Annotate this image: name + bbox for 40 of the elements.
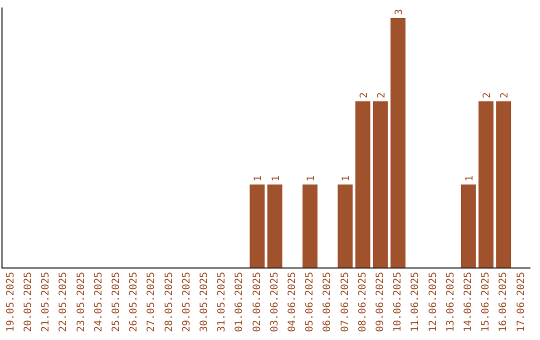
data-label: 1 bbox=[253, 175, 264, 182]
data-label: 2 bbox=[358, 92, 370, 98]
x-tick-label: 09.06.2025 bbox=[374, 272, 386, 332]
x-tick-label: 05.06.2025 bbox=[304, 272, 316, 332]
x-tick-label: 30.05.2025 bbox=[198, 272, 210, 332]
data-label: 1 bbox=[341, 175, 352, 182]
x-tick-label: 27.05.2025 bbox=[146, 272, 158, 332]
x-tick-label: 07.06.2025 bbox=[340, 272, 351, 332]
data-label: 1 bbox=[464, 175, 476, 182]
data-label: 2 bbox=[500, 92, 511, 98]
x-tick-label: 15.06.2025 bbox=[480, 272, 492, 332]
x-tick-label: 26.05.2025 bbox=[128, 272, 140, 332]
x-tick-label: 01.06.2025 bbox=[234, 272, 246, 332]
x-tick-label: 23.05.2025 bbox=[76, 272, 87, 332]
x-tick-label: 03.06.2025 bbox=[269, 272, 280, 332]
x-tick-label: 08.06.2025 bbox=[357, 272, 368, 332]
x-tick-label: 02.06.2025 bbox=[252, 272, 263, 332]
x-tick-label: 14.06.2025 bbox=[462, 272, 474, 332]
x-tick-label: 25.05.2025 bbox=[110, 272, 122, 332]
x-tick-label: 24.05.2025 bbox=[93, 272, 104, 332]
x-tick-label: 29.05.2025 bbox=[181, 272, 192, 332]
x-tick-label: 17.06.2025 bbox=[516, 272, 527, 332]
data-label: 1 bbox=[306, 175, 317, 182]
x-tick-label: 10.06.2025 bbox=[392, 272, 404, 332]
data-label: 3 bbox=[394, 8, 405, 15]
x-tick-label: 28.05.2025 bbox=[164, 272, 175, 332]
x-tick-label: 16.06.2025 bbox=[498, 272, 510, 332]
x-tick-label: 31.05.2025 bbox=[216, 272, 228, 332]
x-tick-label: 22.05.2025 bbox=[58, 272, 70, 332]
x-tick-label: 06.06.2025 bbox=[322, 272, 334, 332]
x-tick-label: 11.06.2025 bbox=[410, 272, 422, 332]
x-tick-label: 20.05.2025 bbox=[22, 272, 34, 332]
x-tick-label: 12.06.2025 bbox=[428, 272, 439, 332]
data-label: 2 bbox=[376, 92, 388, 98]
x-tick-label: 04.06.2025 bbox=[286, 272, 298, 332]
x-tick-label: 19.05.2025 bbox=[5, 272, 16, 332]
data-label: 1 bbox=[270, 175, 282, 182]
x-tick-label: 21.05.2025 bbox=[40, 272, 52, 332]
data-label: 2 bbox=[482, 92, 493, 98]
x-tick-label: 13.06.2025 bbox=[445, 272, 456, 332]
